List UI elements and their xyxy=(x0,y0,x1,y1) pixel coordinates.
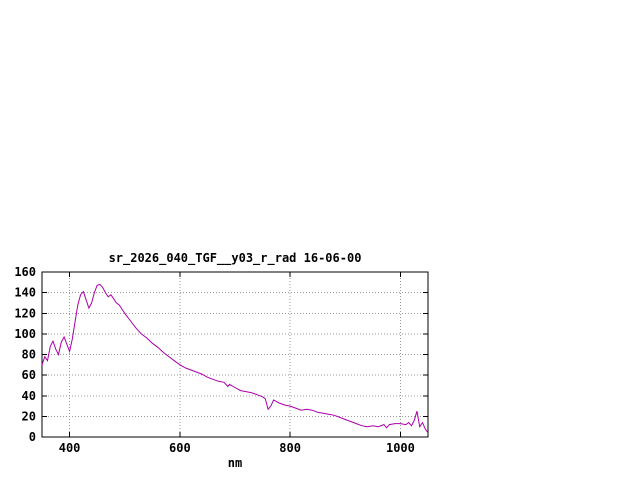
svg-text:120: 120 xyxy=(14,306,36,320)
svg-text:800: 800 xyxy=(279,441,301,455)
svg-text:400: 400 xyxy=(59,441,81,455)
svg-text:40: 40 xyxy=(22,389,36,403)
svg-text:0: 0 xyxy=(29,430,36,444)
svg-text:100: 100 xyxy=(14,327,36,341)
x-axis-label: nm xyxy=(227,456,243,470)
svg-text:1000: 1000 xyxy=(386,441,415,455)
chart-title: sr_2026_040_TGF__y03_r_rad 16-06-00 xyxy=(108,251,362,265)
svg-text:80: 80 xyxy=(22,348,36,362)
svg-text:60: 60 xyxy=(22,368,36,382)
svg-text:140: 140 xyxy=(14,286,36,300)
svg-text:20: 20 xyxy=(22,409,36,423)
svg-text:160: 160 xyxy=(14,265,36,279)
svg-text:600: 600 xyxy=(169,441,191,455)
